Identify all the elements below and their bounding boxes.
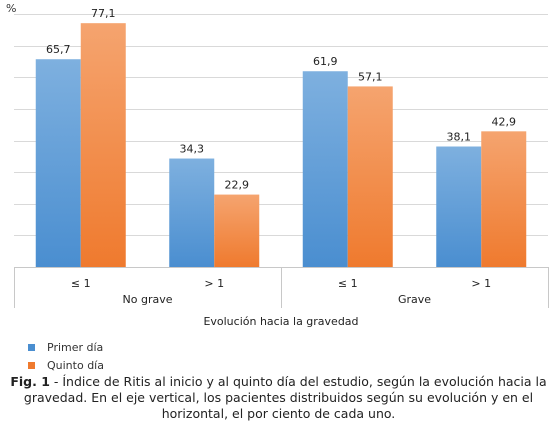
- legend-label-quinto-dia: Quinto día: [47, 358, 104, 372]
- bar-quinto-dia: [80, 23, 126, 267]
- x-tick-label: > 1: [471, 277, 491, 290]
- bar-quinto-dia: [481, 131, 527, 267]
- bar-primer-dia: [302, 71, 348, 268]
- bar-primer-dia: [35, 59, 81, 267]
- data-label: 22,9: [225, 179, 250, 192]
- caption-text: - Índice de Ritis al inicio y al quinto …: [23, 374, 547, 421]
- bar-chart: % 65,7 77,1 ≤ 1 34,3 22,9 > 1 61,9 57,1 ≤ 1 38,1 42…: [6, 2, 549, 328]
- group-label: Grave: [398, 293, 431, 306]
- data-label: 77,1: [91, 7, 116, 20]
- x-tick-label: ≤ 1: [338, 277, 358, 290]
- y-axis-label: %: [6, 2, 16, 15]
- x-axis-title: Evolución hacia la gravedad: [203, 315, 358, 328]
- bar-primer-dia: [169, 158, 215, 267]
- data-label: 34,3: [180, 143, 205, 156]
- group-label: No grave: [123, 293, 173, 306]
- x-tick-label: > 1: [204, 277, 224, 290]
- legend-label-primer-dia: Primer día: [47, 340, 104, 354]
- data-label: 42,9: [492, 115, 517, 128]
- data-label: 61,9: [313, 55, 338, 68]
- legend-swatch-primer-dia: [28, 343, 35, 351]
- data-label: 38,1: [447, 131, 472, 144]
- figure-caption: Fig. 1 - Índice de Ritis al inicio y al …: [8, 374, 549, 422]
- legend-item-primer-dia: Primer día: [28, 338, 104, 356]
- data-label: 57,1: [358, 70, 383, 83]
- bar-quinto-dia: [347, 86, 393, 267]
- caption-label: Fig. 1: [10, 374, 50, 389]
- legend: Primer día Quinto día: [28, 338, 104, 374]
- bar-quinto-dia: [214, 194, 260, 267]
- bar-primer-dia: [436, 146, 482, 267]
- x-tick-label: ≤ 1: [71, 277, 91, 290]
- legend-item-quinto-dia: Quinto día: [28, 356, 104, 374]
- legend-swatch-quinto-dia: [28, 361, 35, 369]
- data-label: 65,7: [46, 43, 71, 56]
